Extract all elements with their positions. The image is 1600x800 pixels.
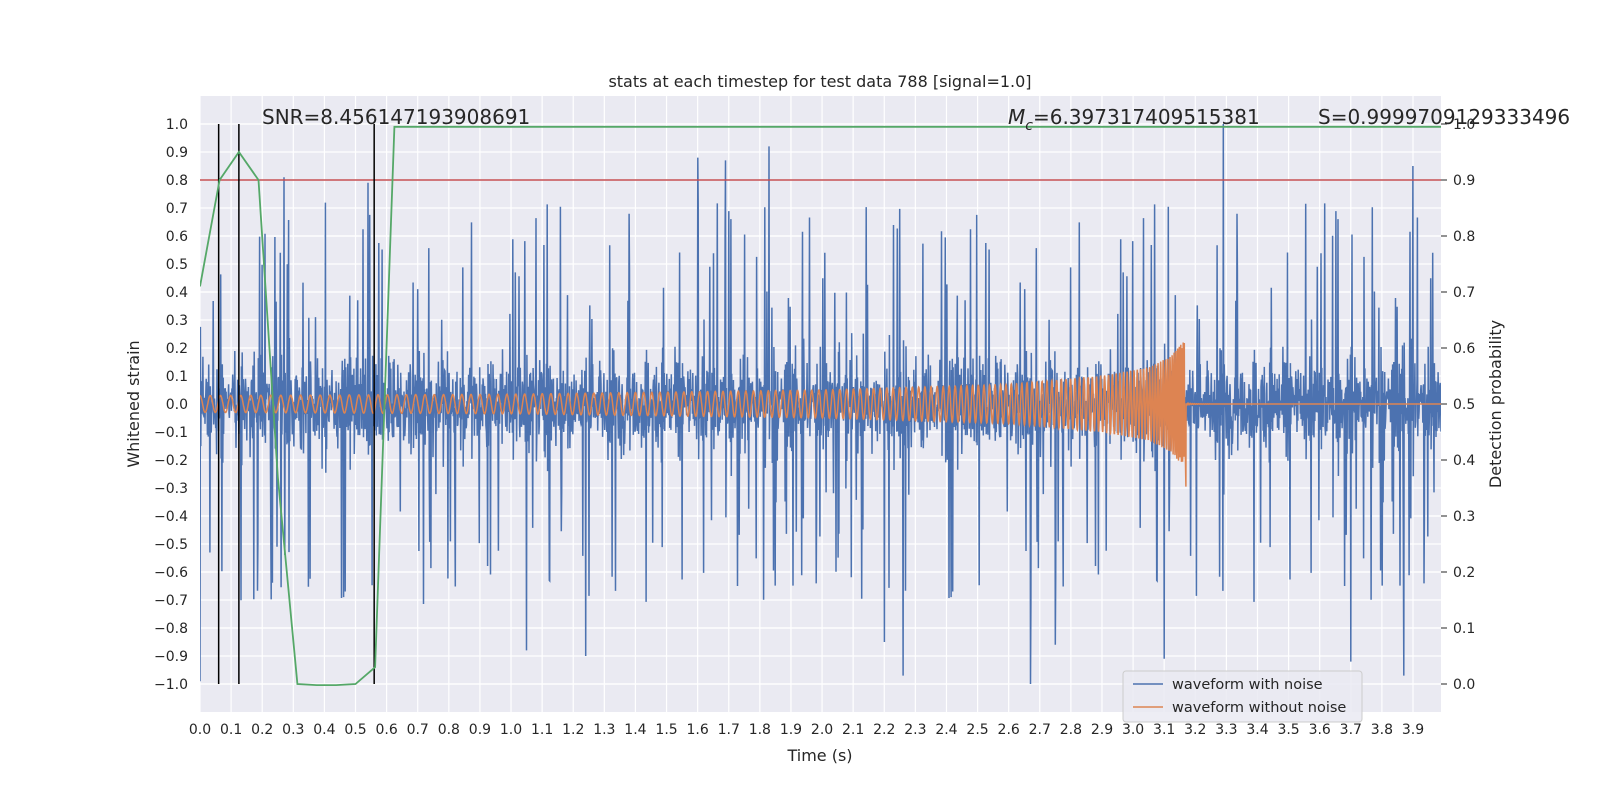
y2-tick-label: 0.3 [1453,509,1475,525]
y-tick-label: 0.8 [166,173,188,189]
y-tick-label: 0.7 [166,201,188,217]
x-tick-label: 1.6 [687,722,709,738]
y2-ticks: 1.0 0.9 0.8 0.7 0.6 0.5 0.4 0.3 0.2 0.1 0.0 [1441,117,1475,693]
x-tick-label: 0.4 [313,722,335,738]
x-tick-label: 1.3 [593,722,615,738]
x-tick-label: 1.1 [531,722,553,738]
legend-label-no-noise: waveform without noise [1172,700,1346,716]
y2-tick-label: 1.0 [1453,117,1475,133]
chirp-mass-value: =6.397317409515381 [1033,105,1260,129]
x-tick-label: 1.7 [718,722,740,738]
y-tick-label: 1.0 [166,117,188,133]
x-tick-label: 2.2 [873,722,895,738]
y-tick-label: −0.7 [154,593,188,609]
x-tick-label: 2.8 [1060,722,1082,738]
x-tick-label: 1.5 [655,722,677,738]
x-tick-label: 0.1 [220,722,242,738]
x-tick-label: 0.9 [469,722,491,738]
x-tick-label: 0.7 [407,722,429,738]
y-tick-label: 0.2 [166,341,188,357]
x-tick-label: 3.3 [1215,722,1237,738]
y2-tick-label: 0.8 [1453,229,1475,245]
y-tick-label: −1.0 [154,677,188,693]
vertical-markers [217,124,375,684]
chirp-mass-annotation: Mc=6.397317409515381 [1008,105,1260,134]
x-tick-label: 0.5 [344,722,366,738]
x-tick-label: 3.2 [1184,722,1206,738]
x-tick-label: 3.9 [1402,722,1424,738]
x-tick-label: 0.8 [438,722,460,738]
x-tick-label: 2.0 [811,722,833,738]
y2-tick-label: 0.2 [1453,565,1475,581]
y-tick-label: 0.0 [166,397,188,413]
y2-tick-label: 0.5 [1453,397,1475,413]
chirp-mass-symbol: M [1008,105,1025,129]
x-tick-label: 1.9 [780,722,802,738]
series-detection-probability [200,125,1441,686]
y2-tick-label: 0.4 [1453,453,1475,469]
y-tick-label: 0.4 [166,285,188,301]
legend-box [1122,670,1363,723]
y2-tick-label: 0.0 [1453,677,1475,693]
x-tick-label: 2.5 [966,722,988,738]
snr-annotation: SNR=8.456147193908691 [262,105,530,129]
x-tick-label: 0.3 [282,722,304,738]
chirp-mass-subscript: c [1025,118,1033,134]
x-tick-label: 0.2 [251,722,273,738]
y2-axis-label: Detection probability [1486,320,1505,488]
x-tick-label: 1.4 [624,722,646,738]
y-tick-label: 0.6 [166,229,188,245]
y2-tick-label: 0.1 [1453,621,1475,637]
y-tick-label: −0.4 [154,509,188,525]
x-tick-label: 3.5 [1277,722,1299,738]
x-tick-label: 2.1 [842,722,864,738]
y-tick-label: −0.3 [154,481,188,497]
x-tick-label: 2.6 [998,722,1020,738]
x-tick-label: 3.8 [1371,722,1393,738]
y-tick-label: −0.2 [154,453,188,469]
y2-tick-label: 0.9 [1453,173,1475,189]
y2-tick-label: 0.6 [1453,341,1475,357]
y-axis-label: Whitened strain [124,340,143,467]
y-tick-label: −0.8 [154,621,188,637]
x-axis-label: Time (s) [786,746,852,765]
x-tick-label: 0.0 [189,722,211,738]
x-tick-label: 3.7 [1340,722,1362,738]
x-tick-label: 2.9 [1091,722,1113,738]
series-waveform-without-noise [200,342,1441,487]
y-ticks: 1.0 0.9 0.8 0.7 0.6 0.5 0.4 0.3 0.2 0.1 0.0 −0.1 −0.… [154,117,188,693]
x-tick-label: 3.0 [1122,722,1144,738]
s-annotation: S=0.9999709129333496 [1318,105,1570,129]
y2-tick-label: 0.7 [1453,285,1475,301]
x-tick-label: 3.1 [1153,722,1175,738]
y-tick-label: 0.9 [166,145,188,161]
y-tick-label: 0.3 [166,313,188,329]
x-tick-label: 2.4 [935,722,957,738]
chart-title: stats at each timestep for test data 788… [608,72,1031,91]
x-tick-label: 2.3 [904,722,926,738]
x-ticks: 0.0 0.1 0.2 0.3 0.4 0.5 0.6 0.7 0.8 0.9 1.0 1.1 1.2 1… [189,722,1424,738]
y-tick-label: −0.1 [154,425,188,441]
y-tick-label: −0.9 [154,649,188,665]
x-tick-label: 0.6 [375,722,397,738]
y-tick-label: 0.1 [166,369,188,385]
x-tick-label: 3.6 [1309,722,1331,738]
y-tick-label: 0.5 [166,257,188,273]
y-tick-label: −0.5 [154,537,188,553]
x-tick-label: 2.7 [1029,722,1051,738]
legend-label-noise: waveform with noise [1172,677,1323,693]
y-tick-label: −0.6 [154,565,188,581]
x-tick-label: 1.2 [562,722,584,738]
x-tick-label: 1.0 [500,722,522,738]
x-tick-label: 3.4 [1246,722,1268,738]
legend: waveform with noise waveform without noi… [1122,670,1363,723]
series-waveform-with-noise [200,123,1441,685]
x-tick-label: 1.8 [749,722,771,738]
